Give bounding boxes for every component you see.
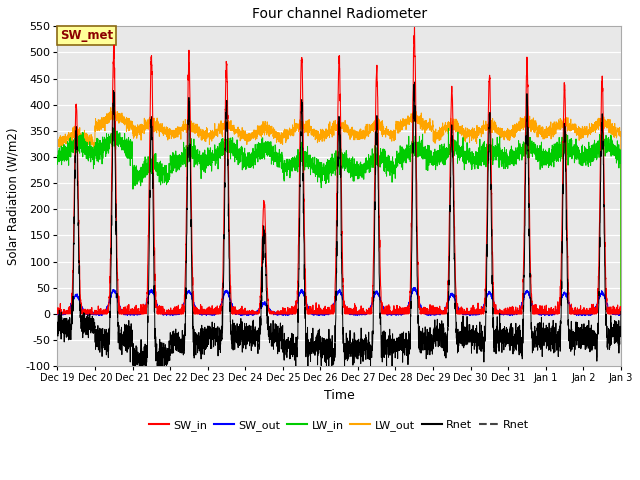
- Text: SW_met: SW_met: [60, 29, 113, 42]
- Legend: SW_in, SW_out, LW_in, LW_out, Rnet, Rnet: SW_in, SW_out, LW_in, LW_out, Rnet, Rnet: [145, 416, 534, 435]
- X-axis label: Time: Time: [324, 388, 355, 402]
- Title: Four channel Radiometer: Four channel Radiometer: [252, 7, 427, 21]
- Y-axis label: Solar Radiation (W/m2): Solar Radiation (W/m2): [7, 127, 20, 265]
